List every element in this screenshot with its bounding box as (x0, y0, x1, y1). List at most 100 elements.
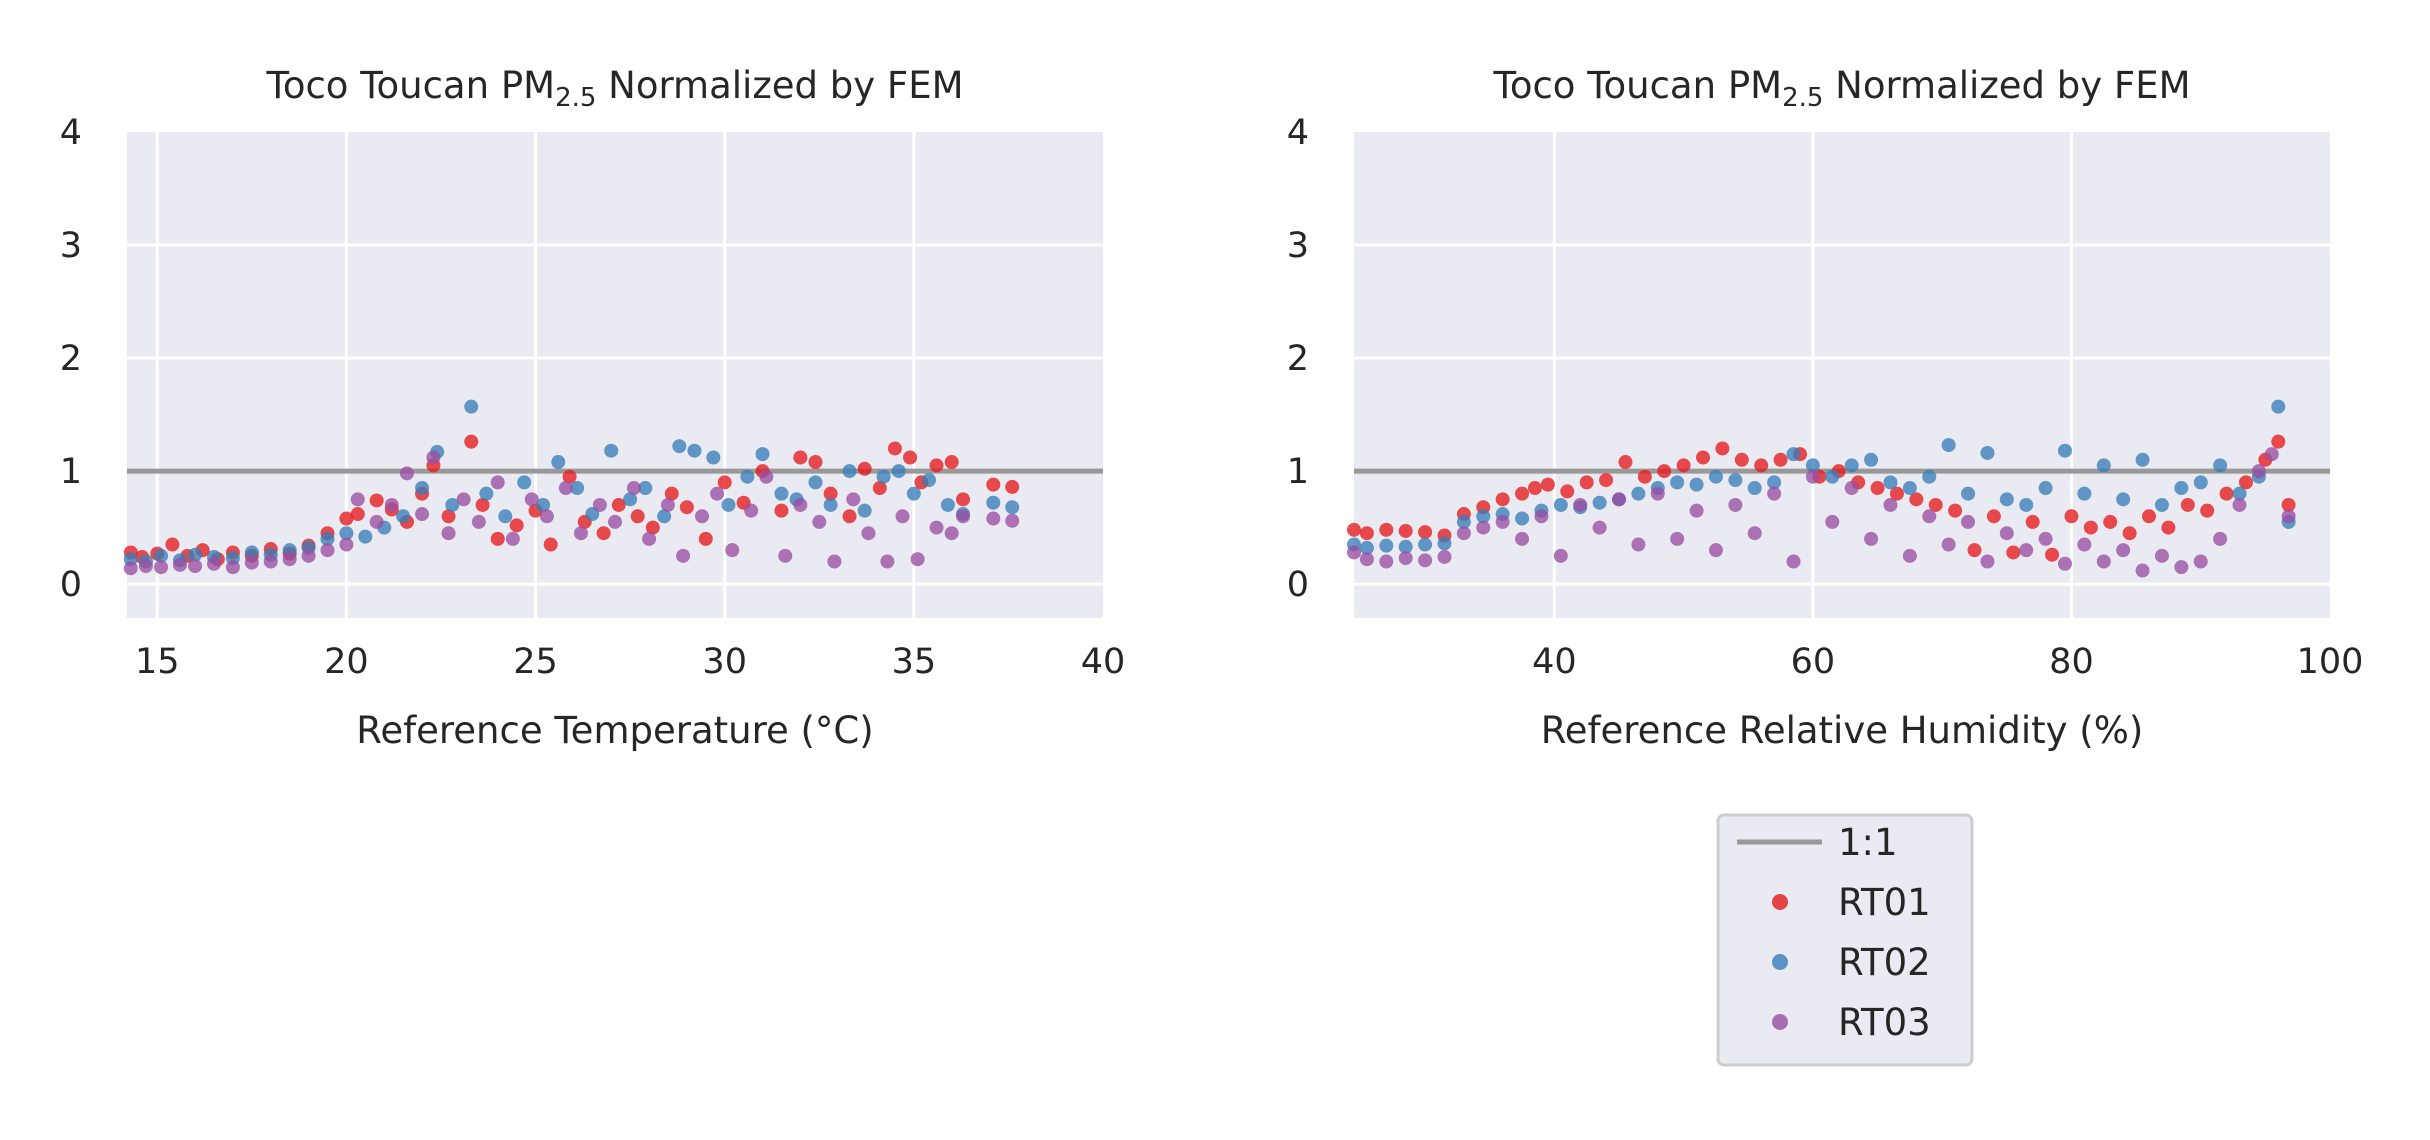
scatter-point-rt03 (1902, 548, 1917, 563)
scatter-point-rt01 (986, 477, 1001, 492)
scatter-point-rt02 (1941, 438, 1956, 453)
scatter-point-rt02 (1767, 475, 1782, 490)
chart-title-subscript: 2.5 (1782, 83, 1823, 113)
x-axis-label: Reference Temperature (°C) (356, 709, 873, 752)
scatter-point-rt02 (2038, 481, 2053, 496)
scatter-point-rt03 (524, 492, 539, 507)
scatter-point-rt02 (1844, 458, 1859, 473)
scatter-point-rt02 (2077, 486, 2092, 501)
scatter-point-rt03 (225, 560, 240, 575)
scatter-point-rt01 (645, 520, 660, 535)
scatter-point-rt02 (657, 509, 672, 524)
scatter-point-rt03 (1592, 520, 1607, 535)
scatter-point-rt03 (1437, 549, 1452, 564)
scatter-point-rt01 (1347, 522, 1361, 537)
scatter-point-rt01 (1986, 509, 2001, 524)
scatter-point-rt01 (857, 461, 872, 476)
x-axis-label: Reference Relative Humidity (%) (1541, 709, 2144, 752)
scatter-point-rt03 (725, 543, 740, 558)
chart-title: Toco Toucan PM2.5 Normalized by FEM (266, 64, 964, 113)
x-tick-label: 40 (1081, 642, 1126, 682)
scatter-point-rt03 (490, 475, 505, 490)
scatter-point-rt01 (1657, 464, 1672, 479)
scatter-point-rt01 (2025, 514, 2040, 529)
scatter-point-rt03 (1359, 552, 1374, 567)
scatter-point-rt03 (2038, 531, 2053, 546)
scatter-point-rt03 (207, 556, 222, 571)
scatter-point-rt02 (1961, 486, 1976, 501)
scatter-point-rt01 (1527, 481, 1542, 496)
scatter-point-rt02 (2232, 486, 2247, 501)
scatter-point-rt02 (1708, 469, 1723, 484)
scatter-point-rt03 (573, 526, 588, 541)
scatter-point-rt03 (2019, 543, 2034, 558)
chart-panel-humidity: 40 60 80 100 0 1 2 3 4 Toco Toucan PM2.5 Normal… (1287, 64, 2364, 752)
series-rt03 (1347, 447, 2296, 578)
scatter-point-rt02 (906, 486, 921, 501)
scatter-point-rt03 (1786, 554, 1801, 569)
scatter-point-rt03 (123, 561, 138, 576)
scatter-point-rt01 (509, 518, 524, 533)
scatter-point-rt01 (1005, 479, 1020, 494)
scatter-point-rt02 (154, 548, 169, 563)
scatter-point-rt01 (490, 531, 505, 546)
scatter-point-rt03 (2096, 554, 2111, 569)
scatter-point-rt02 (921, 473, 936, 488)
scatter-point-rt01 (1579, 475, 1594, 490)
scatter-point-rt01 (717, 475, 732, 490)
chart-title-suffix: Normalized by FEM (596, 64, 963, 107)
series-rt01 (1347, 434, 2296, 562)
scatter-point-rt03 (1708, 543, 1723, 558)
scatter-point-rt01 (664, 486, 679, 501)
scatter-point-rt01 (2083, 520, 2098, 535)
scatter-point-rt03 (956, 509, 971, 524)
scatter-point-rt02 (2019, 497, 2034, 512)
scatter-point-rt03 (2281, 509, 2296, 524)
scatter-point-rt01 (630, 509, 645, 524)
scatter-point-rt03 (929, 520, 944, 535)
scatter-point-rt03 (2116, 543, 2131, 558)
scatter-point-rt02 (2213, 458, 2228, 473)
scatter-point-rt03 (1534, 509, 1549, 524)
y-tick-label: 0 (1287, 565, 1309, 605)
scatter-point-rt01 (698, 531, 713, 546)
scatter-point-rt03 (1941, 537, 1956, 552)
scatter-point-rt02 (1747, 481, 1762, 496)
scatter-point-rt03 (2232, 497, 2247, 512)
scatter-point-rt02 (2193, 475, 2208, 490)
scatter-point-rt02 (808, 475, 823, 490)
scatter-point-rt01 (1676, 458, 1691, 473)
scatter-point-rt03 (1379, 554, 1394, 569)
y-tick-labels: 0 1 2 3 4 (60, 113, 82, 605)
scatter-point-rt03 (320, 543, 335, 558)
scatter-point-rt01 (1773, 452, 1788, 467)
legend-entry: RT01 (1772, 881, 1931, 924)
scatter-point-rt03 (1980, 554, 1995, 569)
scatter-point-rt03 (1495, 514, 1510, 529)
scatter-point-rt03 (895, 509, 910, 524)
scatter-point-rt02 (1902, 481, 1917, 496)
scatter-point-rt03 (558, 481, 573, 496)
legend-label: RT01 (1838, 881, 1931, 924)
x-tick-label: 20 (324, 642, 369, 682)
scatter-point-rt02 (740, 469, 755, 484)
legend-entry: 1:1 (1737, 821, 1898, 864)
scatter-point-rt02 (940, 497, 955, 512)
scatter-point-rt01 (2122, 526, 2137, 541)
scatter-point-rt03 (846, 492, 861, 507)
scatter-point-rt02 (842, 464, 857, 479)
scatter-point-rt02 (339, 526, 354, 541)
scatter-point-rt03 (986, 511, 1001, 526)
scatter-point-rt01 (2161, 520, 2176, 535)
scatter-point-rt03 (505, 531, 520, 546)
scatter-point-rt01 (1540, 477, 1555, 492)
scatter-point-rt03 (861, 526, 876, 541)
scatter-point-rt01 (165, 537, 180, 552)
scatter-point-rt02 (479, 486, 494, 501)
scatter-point-rt03 (2057, 556, 2072, 571)
scatter-point-rt02 (1864, 452, 1879, 467)
legend-marker-swatch (1772, 954, 1788, 970)
scatter-point-rt03 (660, 497, 675, 512)
scatter-point-rt01 (1495, 492, 1510, 507)
